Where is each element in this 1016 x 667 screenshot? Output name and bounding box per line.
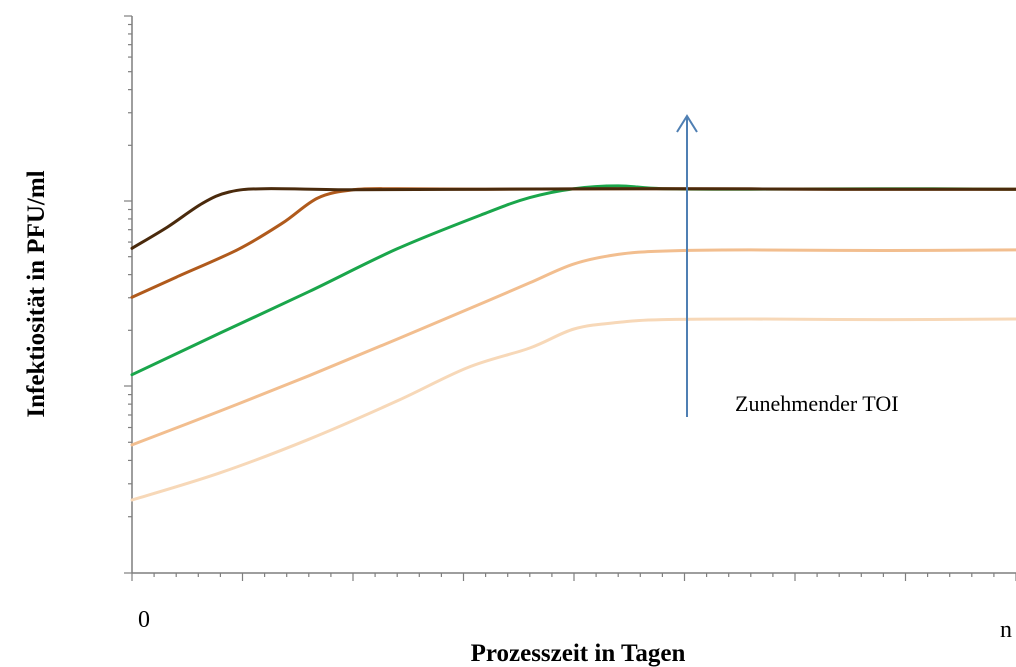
- series-line-2: [130, 187, 1016, 299]
- x-tick-label-start: 0: [138, 607, 150, 633]
- x-tick-label-end: n: [1000, 617, 1012, 643]
- x-axis-ticks: [131, 573, 1016, 581]
- series-layer: [130, 184, 1016, 502]
- toi-arrow-head: [676, 114, 698, 133]
- y-axis-title: Infektiosität in PFU/ml: [23, 170, 50, 417]
- y-axis-ticks: [124, 15, 132, 574]
- series-line-5: [130, 317, 1016, 502]
- x-axis-title: Prozesszeit in Tagen: [471, 640, 686, 667]
- series-line-4: [130, 248, 1016, 447]
- series-line-1: [130, 187, 1016, 250]
- series-line-3: [130, 184, 1016, 377]
- toi-annotation: Zunehmender TOI: [735, 391, 899, 416]
